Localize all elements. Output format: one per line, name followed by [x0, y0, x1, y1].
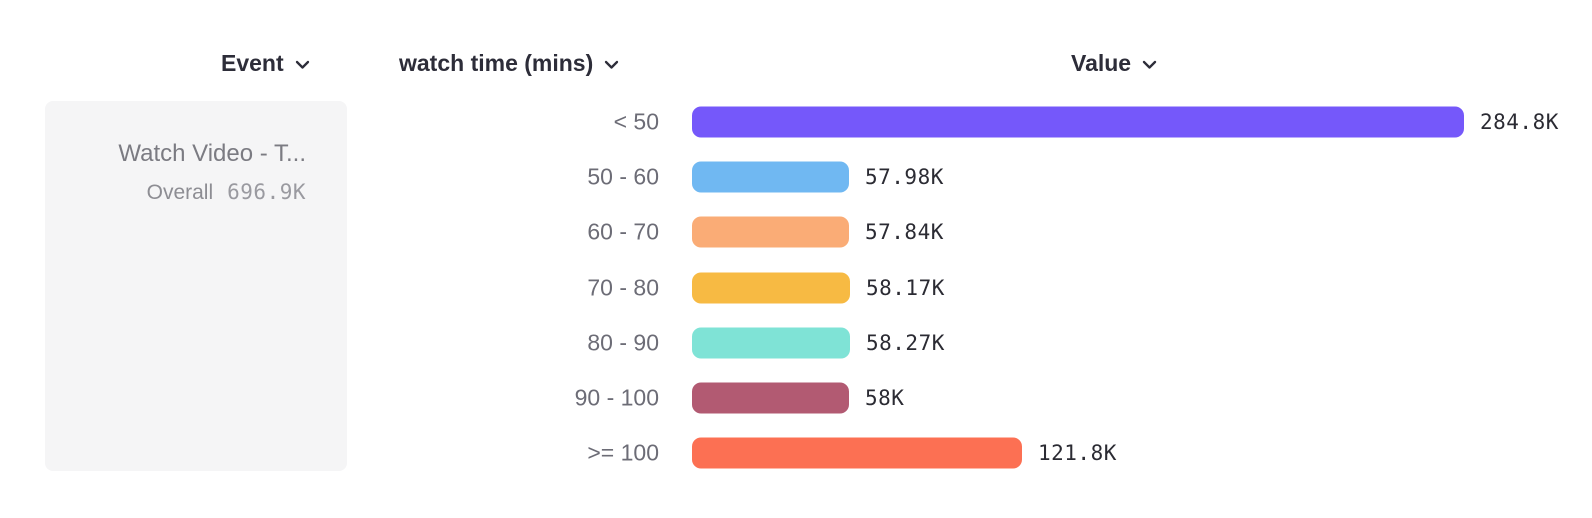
bar-value-label: 57.84K — [865, 220, 944, 245]
column-header-value-label: Value — [1071, 49, 1132, 76]
bar-category-label: >= 100 — [587, 439, 659, 466]
bar-category-label: 50 - 60 — [587, 163, 659, 190]
bar-value-label: 121.8K — [1038, 441, 1117, 466]
bar[interactable] — [692, 106, 1464, 138]
column-header-dimension-label: watch time (mins) — [399, 49, 594, 76]
event-title: Watch Video - T... — [118, 140, 306, 167]
bar-value-label: 58.27K — [866, 330, 945, 355]
column-header-event[interactable]: Event — [221, 49, 310, 77]
column-header-value[interactable]: Value — [1071, 49, 1157, 77]
bar[interactable] — [692, 382, 849, 414]
bar-value-label: 57.98K — [865, 165, 944, 190]
bar-value-label: 58.17K — [866, 275, 945, 300]
overall-value: 696.9K — [227, 180, 306, 204]
event-overall-row: Overall 696.9K — [65, 179, 306, 206]
bar[interactable] — [692, 272, 850, 304]
chevron-down-icon — [1142, 60, 1157, 70]
bar-category-label: 80 - 90 — [587, 329, 659, 356]
bar[interactable] — [692, 216, 849, 248]
chevron-down-icon — [295, 60, 310, 70]
bar-value-label: 58K — [865, 386, 905, 410]
event-card[interactable]: Watch Video - T... Overall 696.9K — [45, 101, 347, 471]
bar-category-label: < 50 — [613, 108, 659, 135]
bar[interactable] — [692, 327, 850, 359]
bar-category-label: 70 - 80 — [587, 274, 659, 301]
bar-category-label: 90 - 100 — [574, 384, 659, 411]
bar[interactable] — [692, 161, 849, 193]
bar-value-label: 284.8K — [1480, 110, 1559, 134]
overall-label: Overall — [146, 181, 214, 204]
chevron-down-icon — [604, 60, 619, 70]
bar-category-label: 60 - 70 — [587, 218, 659, 245]
column-header-event-label: Event — [221, 49, 284, 76]
bar[interactable] — [692, 437, 1022, 469]
column-header-dimension[interactable]: watch time (mins) — [399, 49, 619, 77]
